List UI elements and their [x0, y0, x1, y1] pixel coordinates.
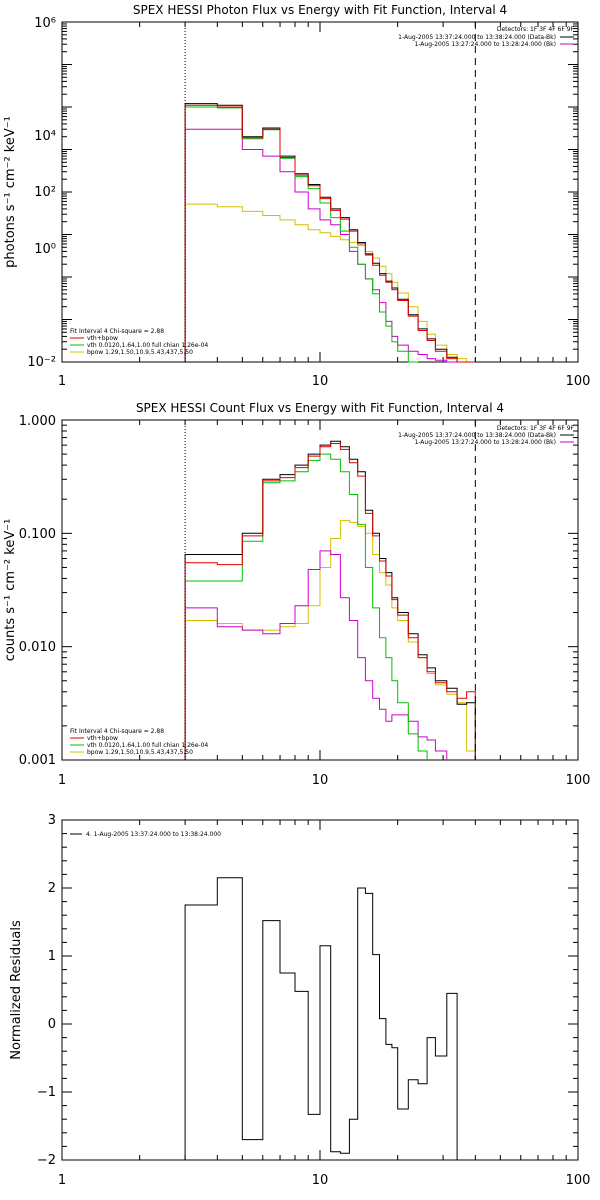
- photon-fit-info-line-4: bpow 1.29,1.50,10.9,5.43,437,5.50: [87, 349, 193, 356]
- photon-xtick-label-10: 10: [312, 374, 329, 389]
- count-xtick-label-1: 1: [58, 773, 66, 788]
- count-fit-info-line-2: vth+bpow: [87, 735, 118, 742]
- residuals-ytick-label-minus2: −2: [37, 1153, 56, 1168]
- photon-flux-panel: SPEX HESSI Photon Flux vs Energy with Fi…: [3, 3, 590, 389]
- count-legend-data: 1-Aug-2005 13:37:24.000 to 13:38:24.000 …: [398, 432, 556, 439]
- count-detectors-label: Detectors: 1F 3F 4F 6F 9F: [497, 425, 575, 432]
- photon-ytick-label-1e6: 10⁶: [34, 16, 56, 31]
- series-total-line: [184, 440, 476, 760]
- count-fit-info-line-1: Fit Interval 4 Chi-square = 2.88: [70, 728, 164, 735]
- residuals-ytick-label-2: 2: [48, 881, 56, 896]
- photon-xtick-label-100: 100: [566, 374, 591, 389]
- count-ytick-label-1.000: 1.000: [19, 414, 56, 429]
- count-marker-lines: [184, 420, 476, 760]
- photon-axis-ticks: [61, 22, 578, 363]
- photon-ytick-label-1e2: 10²: [34, 185, 56, 200]
- residuals-xtick-label-1: 1: [58, 1173, 66, 1188]
- residuals-y-axis-label: Normalized Residuals: [9, 920, 24, 1060]
- residuals-xtick-label-100: 100: [566, 1173, 591, 1188]
- series-vth-line: [184, 453, 428, 760]
- count-xtick-label-100: 100: [566, 773, 591, 788]
- photon-legend-data: 1-Aug-2005 13:37:24.000 to 13:38:24.000 …: [398, 34, 556, 41]
- residuals-ytick-label-3: 3: [48, 813, 56, 828]
- count-ytick-label-0.010: 0.010: [19, 640, 56, 655]
- photon-fit-info-line-2: vth+bpow: [87, 335, 118, 342]
- series-vth-line: [184, 106, 419, 363]
- series-fit_sum-line: [184, 104, 476, 363]
- count-xtick-label-10: 10: [312, 773, 329, 788]
- series-total-line: [184, 877, 458, 1160]
- series-background-line: [184, 550, 448, 760]
- count-fit-info-line-4: bpow 1.29,1.50,10.9,5.43,437,5.50: [87, 749, 193, 756]
- photon-xtick-label-1: 1: [58, 374, 66, 389]
- count-legend-bk: 1-Aug-2005 13:27:24.000 to 13:28:24.000 …: [414, 439, 556, 446]
- residuals-ytick-label-0: 0: [48, 1017, 56, 1032]
- photon-ytick-label-1e-2: 10⁻²: [27, 355, 56, 370]
- count-ytick-label-0.001: 0.001: [19, 753, 56, 768]
- series-fit_sum-line: [184, 443, 476, 760]
- series-bpow-line: [184, 203, 476, 363]
- count-flux-panel: SPEX HESSI Count Flux vs Energy with Fit…: [3, 401, 590, 788]
- photon-fit-info-line-1: Fit Interval 4 Chi-square = 2.88: [70, 328, 164, 335]
- series-background-line: [184, 128, 458, 363]
- photon-ytick-label-1e4: 10⁴: [34, 129, 56, 144]
- count-chart-title: SPEX HESSI Count Flux vs Energy with Fit…: [136, 401, 504, 415]
- residuals-ytick-label-1: 1: [48, 949, 56, 964]
- photon-legend-bk: 1-Aug-2005 13:27:24.000 to 13:28:24.000 …: [414, 41, 556, 48]
- residuals-axis-ticks: [61, 819, 578, 1161]
- photon-y-axis-label: photons s⁻¹ cm⁻² keV⁻¹: [3, 116, 18, 268]
- photon-fit-info-line-3: vth 0.0120,1.64,1.00 full chian 1.26e-04: [87, 342, 208, 349]
- photon-ytick-label-1e0: 10⁰: [34, 242, 56, 257]
- photon-series-lines: [184, 103, 476, 363]
- count-fit-info-line-3: vth 0.0120,1.64,1.00 full chian 1.26e-04: [87, 742, 208, 749]
- photon-marker-lines: [184, 22, 476, 362]
- residuals-panel: 1 10 100 −2 −1 0 1 2 3 Normalized Residu…: [9, 813, 590, 1188]
- count-y-axis-label: counts s⁻¹ cm⁻² keV⁻¹: [3, 519, 18, 662]
- count-ytick-label-0.100: 0.100: [19, 527, 56, 542]
- count-series-lines: [184, 440, 476, 760]
- residuals-ytick-label-minus1: −1: [37, 1085, 56, 1100]
- residuals-legend-label: 4. 1-Aug-2005 13:37:24.000 to 13:38:24.0…: [86, 831, 221, 838]
- photon-chart-title: SPEX HESSI Photon Flux vs Energy with Fi…: [133, 3, 507, 17]
- series-bpow-line: [184, 519, 476, 760]
- residuals-xtick-label-10: 10: [312, 1173, 329, 1188]
- residuals-series-lines: [184, 877, 458, 1160]
- photon-detectors-label: Detectors: 1F 3F 4F 6F 9F: [497, 26, 575, 33]
